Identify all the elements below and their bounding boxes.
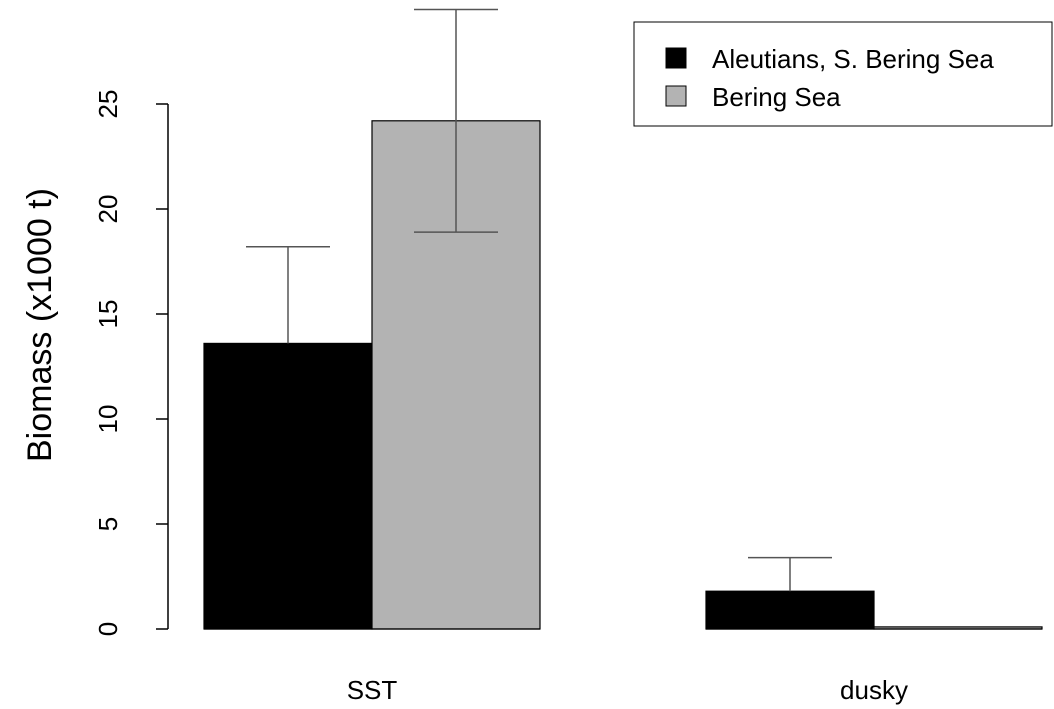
- y-tick-label-15: 15: [93, 300, 123, 329]
- legend-box: [633, 21, 1053, 127]
- y-tick-label-20: 20: [93, 195, 123, 224]
- y-tick-label-25: 25: [93, 90, 123, 119]
- category-labels: SST dusky: [347, 675, 908, 705]
- category-label-dusky: dusky: [840, 675, 908, 705]
- bar-sst-aleutians: [203, 342, 373, 630]
- y-tick-label-10: 10: [93, 405, 123, 434]
- bars-group: [203, 120, 1043, 630]
- legend-label-bering-sea: Bering Sea: [712, 82, 841, 112]
- y-tick-label-0: 0: [93, 622, 123, 636]
- legend-swatch-bering-sea: [665, 85, 687, 107]
- legend: Aleutians, S. Bering Sea Bering Sea: [633, 21, 1053, 127]
- legend-label-aleutians: Aleutians, S. Bering Sea: [712, 44, 994, 74]
- y-axis-label: Biomass (x1000 t): [21, 188, 59, 462]
- legend-swatch-aleutians: [665, 47, 687, 69]
- y-tick-label-5: 5: [93, 517, 123, 531]
- error-bars-group: [246, 8, 832, 592]
- y-axis: 0 5 10 15 20 25: [93, 90, 169, 636]
- bar-dusky-aleutians: [705, 590, 875, 630]
- category-label-sst: SST: [347, 675, 398, 705]
